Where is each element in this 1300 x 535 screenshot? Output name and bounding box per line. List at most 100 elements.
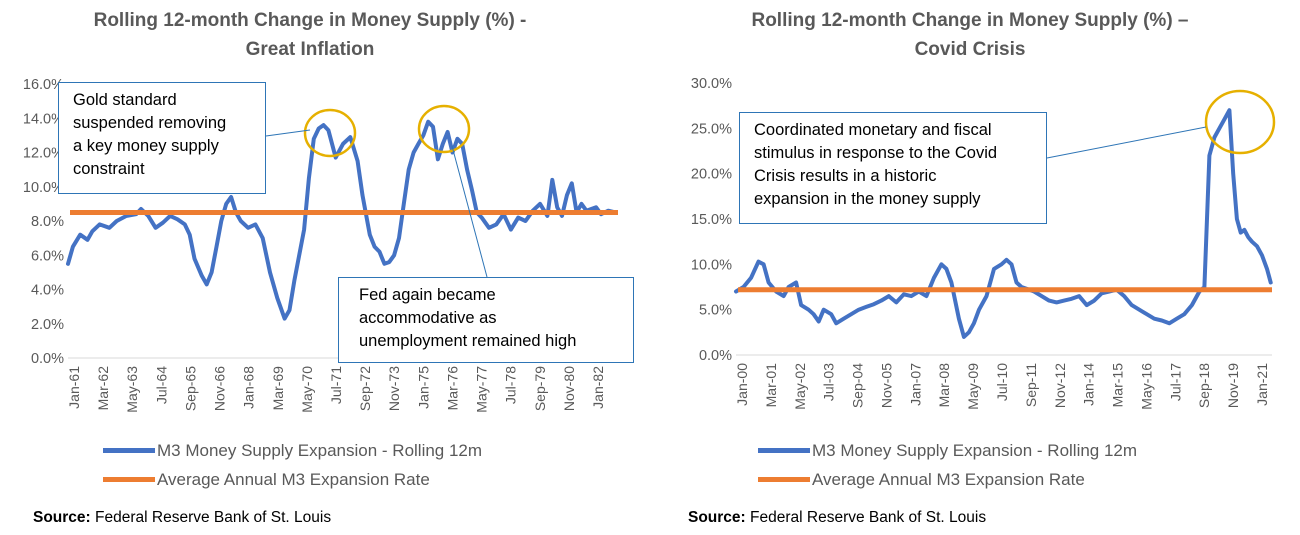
x-tick-label: Mar-62 <box>95 366 111 411</box>
x-tick-label: Nov-19 <box>1225 363 1241 408</box>
x-tick-label: Jan-00 <box>734 363 750 406</box>
legend-label: M3 Money Supply Expansion - Rolling 12m <box>812 440 1138 460</box>
x-tick-label: Sep-72 <box>357 366 373 411</box>
annotation-line: Gold standard <box>73 91 177 109</box>
x-tick-label: Jan-14 <box>1081 363 1097 406</box>
x-tick-label: May-63 <box>124 366 140 413</box>
y-tick-label: 2.0% <box>31 317 64 333</box>
highlight-circle <box>417 104 471 154</box>
x-tick-label: Jul-10 <box>994 363 1010 401</box>
line-chart-great-inflation: 0.0% 2.0% 4.0% 6.0% 8.0% 10.0% 12.0% 14.0% 16.0%… <box>23 77 618 413</box>
legend-swatch-blue <box>758 448 810 453</box>
x-tick-label: Jul-71 <box>328 366 344 404</box>
annotation-line: suspended removing <box>73 114 227 132</box>
y-tick-label: 15.0% <box>691 212 732 228</box>
x-tick-label: Sep-04 <box>850 363 866 408</box>
chart-title: Rolling 12-month Change in Money Supply … <box>0 6 620 64</box>
annotation-line: constraint <box>73 160 145 178</box>
chart-title-line1: Rolling 12-month Change in Money Supply … <box>751 10 1189 31</box>
x-tick-label: Jul-17 <box>1167 363 1183 401</box>
chart-title-line2: Covid Crisis <box>914 39 1026 60</box>
highlight-circle <box>303 108 357 158</box>
x-tick-label: Sep-18 <box>1196 363 1212 408</box>
legend-label: Average Annual M3 Expansion Rate <box>157 469 430 489</box>
legend-item-average: Average Annual M3 Expansion Rate <box>758 465 1137 494</box>
x-tick-label: Mar-08 <box>936 363 952 408</box>
x-tick-label: Jan-61 <box>66 366 82 409</box>
y-tick-label: 16.0% <box>23 77 64 93</box>
annotation-line: Crisis results in a historic <box>754 167 937 185</box>
source-text: Federal Reserve Bank of St. Louis <box>90 509 332 526</box>
x-tick-label: Jan-75 <box>415 366 431 409</box>
y-tick-label: 14.0% <box>23 111 64 127</box>
series-line-m3 <box>734 108 1273 339</box>
x-tick-label: Jan-07 <box>907 363 923 406</box>
y-tick-label: 4.0% <box>31 283 64 299</box>
annotation-covid-stimulus: Coordinated monetary and fiscal stimulus… <box>739 112 1047 224</box>
source-label: Source: <box>688 509 746 526</box>
x-tick-label: May-09 <box>965 363 981 410</box>
annotation-line: Coordinated monetary and fiscal <box>754 121 992 139</box>
y-tick-label: 25.0% <box>691 121 732 137</box>
legend-item-m3: M3 Money Supply Expansion - Rolling 12m <box>103 436 482 465</box>
y-tick-label: 0.0% <box>699 348 732 364</box>
x-tick-label: Mar-15 <box>1110 363 1126 408</box>
x-tick-label: May-16 <box>1138 363 1154 410</box>
x-tick-label: Mar-69 <box>270 366 286 411</box>
legend-label: M3 Money Supply Expansion - Rolling 12m <box>157 440 483 460</box>
annotation-leader-line <box>1046 126 1207 159</box>
legend-swatch-orange <box>758 477 810 482</box>
highlight-circle <box>1204 89 1276 155</box>
x-tick-label: May-70 <box>299 366 315 413</box>
chart-panel-great-inflation: Rolling 12-month Change in Money Supply … <box>0 6 634 526</box>
y-tick-label: 12.0% <box>23 146 64 162</box>
x-tick-label: Mar-76 <box>444 366 460 411</box>
x-tick-label: Sep-79 <box>532 366 548 411</box>
x-tick-label: Jul-64 <box>153 366 169 404</box>
y-tick-label: 5.0% <box>699 303 732 319</box>
chart-title-line1: Rolling 12-month Change in Money Supply … <box>93 10 527 31</box>
source-label: Source: <box>33 509 91 526</box>
chart-legend: M3 Money Supply Expansion - Rolling 12m … <box>758 436 1137 494</box>
annotation-line: accommodative as <box>359 309 497 327</box>
x-tick-label: Nov-05 <box>878 363 894 408</box>
legend-swatch-blue <box>103 448 155 453</box>
x-tick-label: Mar-01 <box>763 363 779 408</box>
annotation-line: a key money supply <box>73 137 219 155</box>
y-tick-label: 8.0% <box>31 214 64 230</box>
y-tick-label: 10.0% <box>23 180 64 196</box>
annotation-fed-accommodative: Fed again became accommodative as unempl… <box>338 277 634 363</box>
x-tick-label: Jan-68 <box>241 366 257 409</box>
chart-title-line2: Great Inflation <box>245 39 375 60</box>
x-tick-label: Nov-12 <box>1052 363 1068 408</box>
chart-title: Rolling 12-month Change in Money Supply … <box>650 6 1290 64</box>
x-tick-label: Jan-21 <box>1254 363 1270 406</box>
source-note: Source: Federal Reserve Bank of St. Loui… <box>688 509 986 527</box>
annotation-line: unemployment remained high <box>359 332 577 350</box>
x-tick-label: May-02 <box>792 363 808 410</box>
line-chart-covid-crisis: 0.0% 5.0% 10.0% 15.0% 20.0% 25.0% 30.0% Jan-00 M… <box>691 76 1276 410</box>
y-tick-label: 20.0% <box>691 167 732 183</box>
y-tick-label: 10.0% <box>691 257 732 273</box>
y-tick-label: 30.0% <box>691 76 732 92</box>
legend-swatch-orange <box>103 477 155 482</box>
x-tick-label: Jan-82 <box>590 366 606 409</box>
x-tick-label: Jul-03 <box>821 363 837 401</box>
annotation-leader-line <box>451 145 488 278</box>
legend-item-average: Average Annual M3 Expansion Rate <box>103 465 482 494</box>
annotation-gold-standard: Gold standard suspended removing a key m… <box>58 82 266 194</box>
series-line-m3 <box>66 119 618 321</box>
source-text: Federal Reserve Bank of St. Louis <box>745 509 987 526</box>
x-tick-label: Sep-65 <box>182 366 198 411</box>
legend-item-m3: M3 Money Supply Expansion - Rolling 12m <box>758 436 1137 465</box>
y-tick-label: 0.0% <box>31 351 64 367</box>
x-tick-label: Nov-66 <box>212 366 228 411</box>
legend-label: Average Annual M3 Expansion Rate <box>812 469 1085 489</box>
chart-legend: M3 Money Supply Expansion - Rolling 12m … <box>103 436 482 494</box>
x-tick-label: Jul-78 <box>503 366 519 404</box>
x-tick-label: Sep-11 <box>1023 363 1039 407</box>
x-tick-label: May-77 <box>474 366 490 413</box>
annotation-line: stimulus in response to the Covid <box>754 144 998 162</box>
x-tick-label: Nov-73 <box>386 366 402 411</box>
annotation-line: Fed again became <box>359 286 496 304</box>
